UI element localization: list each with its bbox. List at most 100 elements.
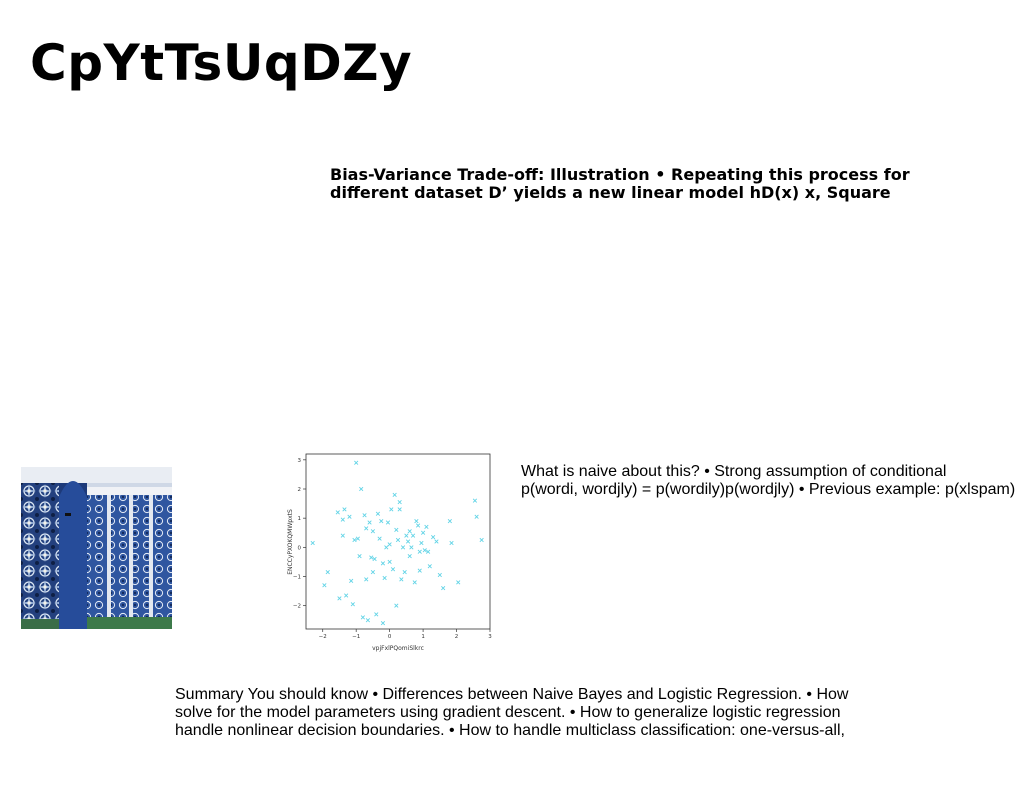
y-tick-label: 0: [298, 545, 302, 551]
x-tick-label: −2: [319, 634, 327, 640]
scatter-point: [392, 492, 397, 497]
scatter-point: [397, 507, 402, 512]
scatter-point: [364, 526, 369, 531]
scatter-point: [384, 545, 389, 550]
scatter-point: [407, 553, 412, 559]
scatter-point: [409, 545, 414, 550]
scatter-point: [437, 572, 442, 578]
mosaic-photo-image: [21, 467, 172, 629]
scatter-point: [352, 537, 357, 543]
scatter-point: [344, 593, 349, 598]
scatter-point: [360, 615, 365, 620]
scatter-point: [340, 533, 345, 538]
scatter-point: [420, 530, 426, 535]
scatter-point: [394, 527, 399, 532]
scatter-point: [441, 586, 446, 591]
plot-frame: [305, 453, 491, 630]
scatter-point: [387, 559, 392, 565]
scatter-point: [365, 618, 371, 623]
x-tick-label: 2: [455, 634, 459, 640]
scatter-point: [364, 577, 369, 582]
scatter-point: [410, 533, 416, 538]
scatter-point: [322, 583, 327, 588]
scatter-point: [390, 567, 396, 572]
scatter-point: [349, 578, 354, 583]
scatter-point: [362, 513, 367, 518]
scatter-point: [379, 518, 384, 524]
scatter-point: [419, 540, 424, 546]
scatter-point: [434, 539, 439, 544]
scatter-point: [342, 507, 347, 512]
scatter-point: [412, 580, 417, 585]
scatter-point: [310, 540, 315, 546]
scatter-point: [340, 517, 345, 522]
scatter-point: [387, 542, 392, 547]
data-points: [310, 460, 484, 626]
scatter-point: [472, 498, 478, 503]
scatter-point: [402, 570, 407, 575]
y-tick-label: 2: [298, 487, 302, 493]
scatter-point: [325, 570, 330, 575]
scatter-point: [347, 514, 352, 519]
scatter-point: [422, 548, 427, 553]
scatter-point: [417, 568, 422, 573]
scatter-point: [374, 612, 379, 617]
scatter-point: [400, 545, 406, 550]
scatter-point: [337, 596, 342, 601]
scatter-point: [399, 577, 404, 582]
y-tick-label: 1: [298, 516, 302, 522]
scatter-point: [354, 460, 359, 465]
scatter-point: [447, 518, 452, 524]
y-tick-label: 3: [298, 458, 302, 464]
scatter-point: [350, 602, 355, 607]
x-tick-label: −1: [352, 634, 360, 640]
bias-variance-text: Bias-Variance Trade-off: Illustration • …: [330, 165, 910, 202]
naive-bayes-text: What is naive about this? • Strong assum…: [521, 463, 1016, 498]
scatter-chart: −2 −1 0 1 2 3 −2 −1 0 1 2 3 vpjFxlPQomiSlkrc ENCCyP…: [287, 453, 492, 652]
axis-ticks: −2 −1 0 1 2 3 −2 −1 0 1 2 3: [293, 458, 492, 640]
scatter-point: [397, 500, 402, 505]
scatter-point: [449, 540, 454, 546]
scatter-point: [357, 553, 362, 559]
scatter-point: [431, 535, 436, 540]
scatter-point: [355, 536, 360, 541]
scatter-point: [427, 564, 432, 569]
scatter-point: [370, 529, 376, 534]
y-tick-label: −1: [293, 575, 301, 581]
scatter-point: [405, 539, 411, 544]
scatter-point: [417, 549, 422, 554]
scatter-point: [370, 570, 376, 575]
scatter-point: [375, 511, 381, 516]
x-tick-label: 1: [421, 634, 425, 640]
scatter-point: [424, 524, 429, 530]
scatter-point: [359, 486, 364, 492]
scatter-point: [335, 510, 340, 515]
scatter-point: [367, 520, 372, 525]
y-tick-label: −2: [293, 604, 301, 610]
scatter-point: [407, 529, 412, 534]
scatter-point: [369, 555, 374, 560]
scatter-point: [389, 507, 394, 512]
x-tick-label: 0: [388, 634, 392, 640]
scatter-point: [377, 536, 382, 541]
mosaic-photo: [21, 467, 172, 629]
x-tick-label: 3: [488, 634, 492, 640]
x-axis-label: vpjFxlPQomiSlkrc: [372, 645, 424, 652]
scatter-point: [414, 518, 419, 524]
scatter-point: [372, 556, 377, 562]
scatter-point: [474, 514, 479, 519]
scatter-point: [456, 580, 461, 585]
scatter-point: [382, 575, 387, 581]
scatter-point: [385, 520, 391, 525]
scatter-point: [380, 621, 386, 626]
scatter-point: [415, 523, 421, 528]
y-axis-label: ENCCyPXOKQMWpxtS: [287, 509, 294, 575]
page-title: CpYtTsUqDZy: [30, 34, 413, 92]
scatter-point: [395, 537, 401, 543]
scatter-point: [380, 561, 386, 566]
scatter-point: [425, 549, 431, 554]
scatter-point: [404, 533, 409, 538]
scatter-point: [479, 537, 484, 543]
summary-text: Summary You should know • Differences be…: [175, 686, 849, 739]
scatter-point: [394, 603, 399, 608]
